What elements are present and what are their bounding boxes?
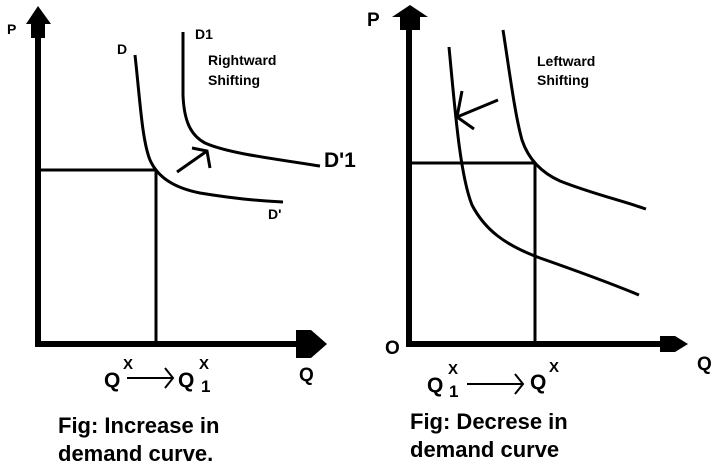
left-y-axis-arrow-icon: [26, 6, 51, 38]
right-q-change-arrow-icon: [467, 373, 525, 395]
left-curve-d-label: D: [117, 41, 128, 57]
right-caption-line2: demand curve: [410, 437, 560, 462]
left-caption-line1: Fig: Increase in: [58, 413, 220, 438]
left-caption-line2: demand curve.: [58, 441, 214, 466]
rightward-shift-arrow-icon: [176, 149, 208, 174]
right-caption-line1: Fig: Decrese in: [410, 409, 568, 434]
left-curve-d1-label: D1: [195, 26, 213, 42]
right-x-axis-label: Q: [697, 354, 712, 375]
right-q-to-superscript: X: [549, 359, 560, 376]
rightward-annotation-line1: Rightward: [208, 52, 277, 68]
left-curve-d1-prime-label: D'1: [324, 149, 356, 172]
right-x-axis-arrow-icon: [660, 336, 688, 352]
leftward-annotation-line2: Shifting: [537, 72, 590, 88]
rightward-annotation-line2: Shifting: [208, 72, 261, 88]
left-q-to-superscript: X: [199, 356, 210, 373]
left-y-axis-label: P: [7, 21, 17, 37]
left-q-from-superscript: X: [123, 356, 134, 373]
left-demand-curve-d1: [181, 32, 321, 168]
right-figure-graphics: [392, 5, 688, 352]
origin-label: O: [385, 338, 400, 359]
left-curve-d-prime-label: D': [268, 206, 282, 222]
left-x-axis-arrow-icon: [296, 330, 327, 358]
right-demand-curve-original: [501, 29, 647, 211]
left-demand-curve-d: [133, 54, 284, 204]
right-y-axis-label: P: [367, 10, 380, 31]
left-q-to-subscript: 1: [201, 377, 211, 396]
right-q-to-label: Q: [530, 371, 547, 394]
right-q-from-subscript: 1: [449, 382, 459, 401]
right-y-axis-arrow-icon: [392, 5, 428, 30]
left-figure-graphics: [26, 6, 327, 358]
left-q-to-label: Q: [178, 369, 195, 392]
right-q-from-superscript: X: [448, 361, 459, 378]
left-x-axis-label: Q: [299, 365, 314, 386]
right-demand-curve-new: [447, 46, 640, 297]
left-q-from-label: Q: [104, 369, 121, 392]
left-q-change-arrow-icon: [127, 367, 175, 389]
leftward-shift-arrow-icon: [456, 98, 499, 119]
leftward-annotation-line1: Leftward: [537, 53, 596, 69]
right-q-from-label: Q: [427, 374, 444, 397]
